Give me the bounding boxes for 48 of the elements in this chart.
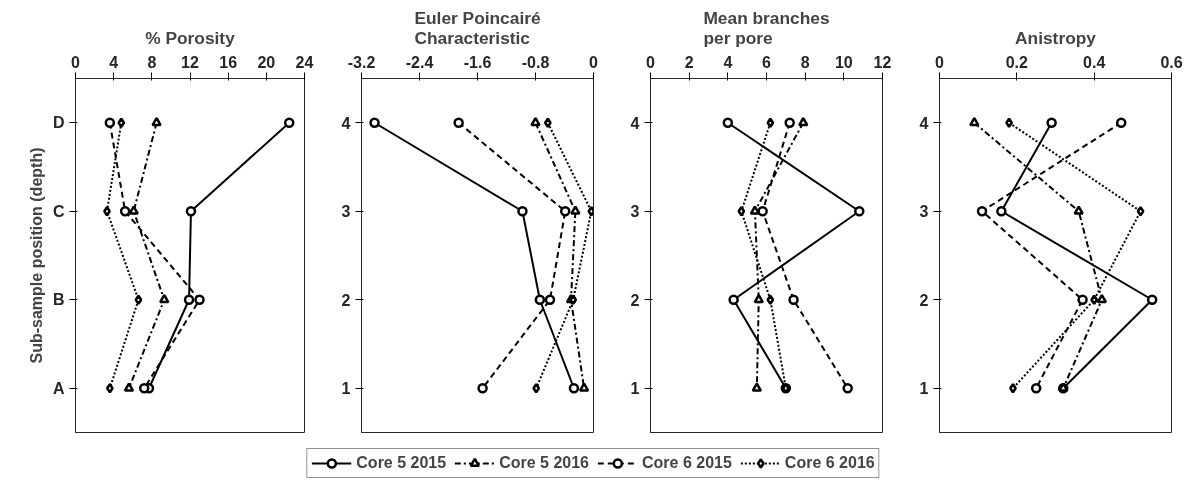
y-tick-label: 3 <box>341 203 351 221</box>
legend-label: Core 5 2016 <box>499 453 589 472</box>
y-tick-label: 1 <box>630 380 640 398</box>
y-tick-label: 4 <box>630 114 640 132</box>
y-tick-label: D <box>52 114 65 132</box>
x-tick-label: -0.8 <box>521 53 550 71</box>
x-tick-label: 24 <box>295 53 314 71</box>
x-tick-label: -3.2 <box>347 53 376 71</box>
y-axis-title: Sub-sample position (depth) <box>27 147 45 364</box>
x-tick-label: 20 <box>257 53 276 71</box>
y-tick-label: 2 <box>341 291 351 309</box>
chart-title: Anistropy <box>1015 27 1097 48</box>
x-tick-label: 0 <box>646 53 656 71</box>
x-tick-label: 4 <box>109 53 119 71</box>
legend-label: Core 6 2016 <box>784 453 875 472</box>
chart-title: Mean branches per pore <box>703 7 830 48</box>
x-tick-label: 8 <box>147 53 157 71</box>
legend-label: Core 5 2015 <box>356 453 447 472</box>
x-tick-label: 10 <box>834 53 853 71</box>
x-tick-label: 0 <box>935 53 945 71</box>
x-tick-label: 0 <box>71 53 81 71</box>
legend-label: Core 6 2015 <box>642 453 732 472</box>
x-tick-label: 4 <box>723 53 733 71</box>
x-tick-label: 0.2 <box>1005 53 1029 71</box>
y-tick-label: 1 <box>341 380 351 398</box>
y-tick-label: 1 <box>919 380 929 398</box>
y-tick-label: 2 <box>919 291 929 309</box>
x-tick-label: 0 <box>589 53 599 71</box>
x-tick-label: 0.6 <box>1160 53 1183 71</box>
x-tick-label: -1.6 <box>463 53 492 71</box>
x-tick-label: 16 <box>219 53 238 71</box>
y-tick-label: A <box>52 379 65 397</box>
x-tick-label: 0.4 <box>1083 53 1106 71</box>
y-tick-label: 4 <box>919 114 929 132</box>
y-tick-label: 4 <box>341 114 351 132</box>
x-tick-label: -2.4 <box>405 53 434 71</box>
y-tick-label: C <box>52 202 65 220</box>
y-tick-label: 2 <box>630 291 640 309</box>
chart-title: Euler Poincairé Characteristic <box>414 7 541 48</box>
y-tick-label: 3 <box>630 203 640 221</box>
y-tick-label: 3 <box>919 203 929 221</box>
x-tick-label: 8 <box>800 53 810 71</box>
chart-title: % Porosity <box>145 27 236 48</box>
x-tick-label: 2 <box>684 53 694 71</box>
x-tick-label: 12 <box>873 53 892 71</box>
y-tick-label: B <box>52 291 65 309</box>
x-tick-label: 6 <box>762 53 772 71</box>
x-tick-label: 12 <box>181 53 199 71</box>
